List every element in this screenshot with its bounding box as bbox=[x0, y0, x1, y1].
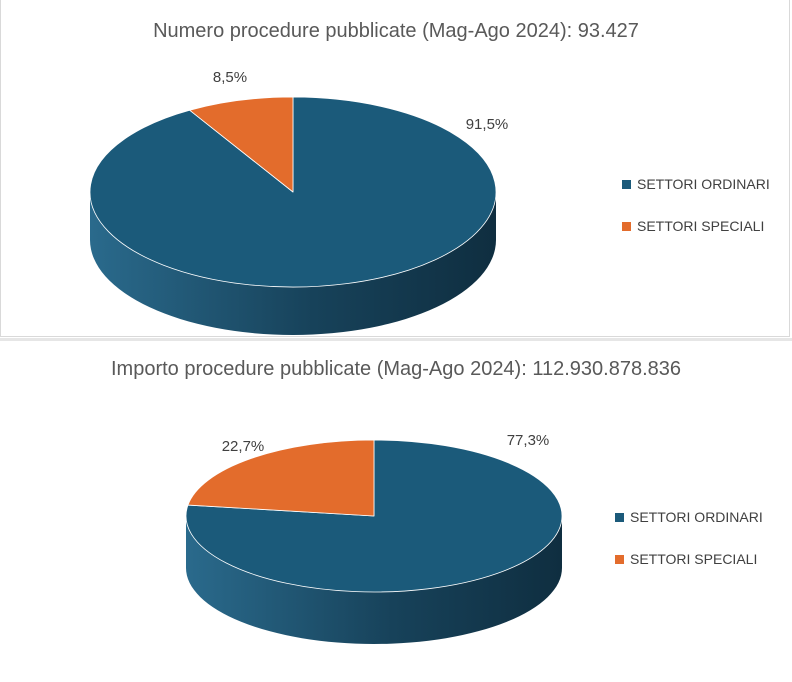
divider bbox=[0, 338, 792, 341]
legend: SETTORI ORDINARI SETTORI SPECIALI bbox=[622, 174, 770, 258]
pie-chart-importo: 77,3% 22,7% bbox=[185, 432, 563, 644]
legend-swatch bbox=[615, 554, 624, 564]
legend-item-settori-speciali: SETTORI SPECIALI bbox=[622, 216, 770, 236]
legend-swatch bbox=[622, 179, 631, 189]
legend-label: SETTORI SPECIALI bbox=[630, 551, 758, 567]
chart-title: Numero procedure pubblicate (Mag-Ago 202… bbox=[153, 20, 639, 42]
data-label-settori-speciali: 8,5% bbox=[213, 69, 247, 86]
legend-label: SETTORI ORDINARI bbox=[630, 509, 763, 525]
chart-panel-importo: Importo procedure pubblicate (Mag-Ago 20… bbox=[0, 341, 792, 682]
data-label-settori-ordinari: 77,3% bbox=[507, 432, 550, 449]
pie-side-wall bbox=[186, 516, 562, 644]
legend-label: SETTORI SPECIALI bbox=[637, 218, 765, 234]
legend-label: SETTORI ORDINARI bbox=[637, 176, 770, 192]
pie-chart-numero: 91,5% 8,5% bbox=[89, 69, 509, 335]
data-label-settori-speciali: 22,7% bbox=[222, 438, 265, 455]
pie-slice-settori-speciali bbox=[187, 439, 375, 517]
data-label-settori-ordinari: 91,5% bbox=[466, 116, 509, 133]
chart-panel-numero: Numero procedure pubblicate (Mag-Ago 202… bbox=[0, 0, 792, 338]
chart-title: Importo procedure pubblicate (Mag-Ago 20… bbox=[110, 358, 681, 380]
pie-side-wall bbox=[90, 192, 496, 335]
legend-swatch bbox=[622, 221, 631, 231]
legend-item-settori-ordinari: SETTORI ORDINARI bbox=[615, 507, 763, 527]
legend: SETTORI ORDINARI SETTORI SPECIALI bbox=[615, 507, 763, 591]
legend-item-settori-ordinari: SETTORI ORDINARI bbox=[622, 174, 770, 194]
chart-frame bbox=[0, 0, 790, 337]
legend-swatch bbox=[615, 512, 624, 522]
pie-slice-settori-speciali bbox=[189, 96, 294, 193]
legend-item-settori-speciali: SETTORI SPECIALI bbox=[615, 549, 763, 569]
